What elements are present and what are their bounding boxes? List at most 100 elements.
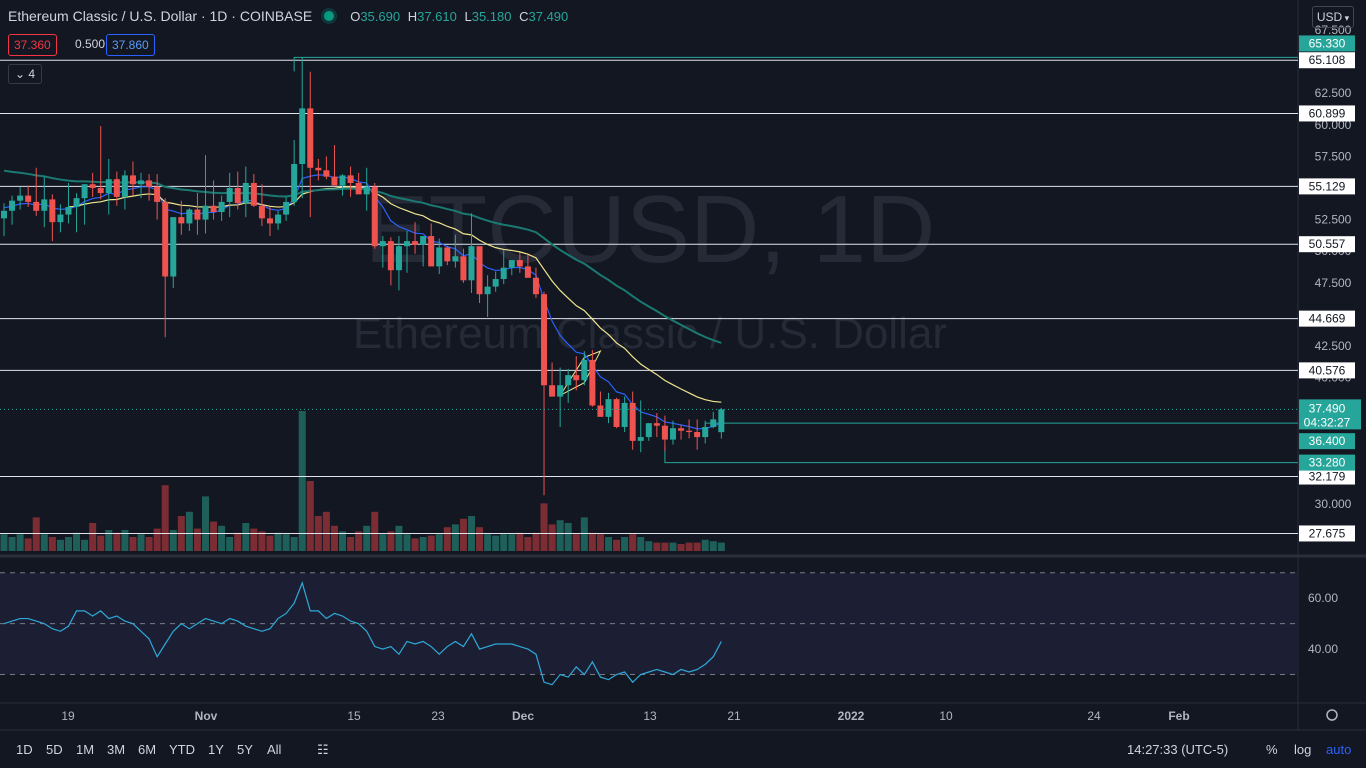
volume-bar	[24, 538, 32, 551]
time-tick-label: 19	[61, 709, 75, 723]
price-tick-label: 67.500	[1315, 23, 1352, 37]
candle-body	[121, 175, 128, 197]
range-bottom-line	[664, 446, 1298, 464]
sr-level-label-bg	[1299, 468, 1355, 485]
currency-label: USD	[1316, 10, 1343, 24]
sr-level-label: 50.557	[1309, 237, 1346, 251]
candle-body	[81, 184, 88, 199]
timeframe-3m[interactable]: 3M	[107, 742, 126, 757]
symbol-title[interactable]: Ethereum Classic / U.S. Dollar · 1D · CO…	[8, 8, 313, 24]
volume-bar	[556, 520, 564, 551]
volume-bar	[661, 542, 669, 551]
date-range-icon[interactable]: ☷	[317, 742, 329, 757]
sr-level-label: 27.675	[1309, 526, 1346, 540]
volume-bar	[363, 525, 371, 551]
volume-bar	[580, 517, 588, 551]
volume-bar	[379, 534, 387, 551]
volume-bar	[129, 537, 137, 551]
percent-toggle[interactable]: %	[1266, 742, 1278, 757]
candle-body	[307, 108, 314, 168]
price-tick-label: 47.500	[1315, 276, 1352, 290]
watermark-symbol: ETCUSD, 1D	[365, 176, 936, 283]
candle-body	[129, 175, 136, 185]
volume-bar	[371, 511, 379, 551]
candle-body	[613, 399, 620, 427]
candle-body	[573, 375, 580, 381]
volume-bar	[613, 539, 621, 551]
indicators-collapse-button[interactable]: ⌄ 4	[8, 64, 42, 84]
volume-bar	[451, 524, 459, 551]
timeframe-6m[interactable]: 6M	[138, 742, 157, 757]
volume-bar	[258, 531, 266, 551]
candle-body	[436, 247, 443, 267]
time-tick-label: 21	[727, 709, 741, 723]
candle-body	[492, 279, 499, 287]
volume-bar	[709, 541, 717, 551]
symbol-header[interactable]: Ethereum Classic / U.S. Dollar · 1D · CO…	[8, 8, 572, 24]
candle-body	[291, 164, 298, 202]
clock-readout[interactable]: 14:27:33 (UTC-5)	[1127, 742, 1229, 757]
volume-bar	[153, 528, 161, 551]
chevron-down-icon: ⌄	[14, 67, 26, 81]
candle-body	[146, 180, 153, 187]
volume-bar	[32, 517, 40, 551]
candle-body	[395, 246, 402, 271]
log-toggle[interactable]: log	[1294, 742, 1312, 757]
candle-body	[452, 256, 459, 262]
high-level-label-bg	[1299, 35, 1355, 52]
time-tick-label: 23	[431, 709, 445, 723]
sell-price-button[interactable]: 37.360	[8, 34, 57, 56]
sr-level-label: 65.108	[1309, 53, 1346, 67]
auto-toggle[interactable]: auto	[1326, 742, 1352, 757]
timeframe-1y[interactable]: 1Y	[208, 742, 224, 757]
volume-bar	[484, 534, 492, 551]
sr-level-label: 60.899	[1309, 106, 1346, 120]
candle-body	[460, 256, 467, 281]
candle-body	[669, 428, 676, 440]
candle-body	[710, 419, 717, 427]
buy-price-button[interactable]: 37.860	[106, 34, 155, 56]
volume-bar	[97, 535, 105, 551]
time-tick-label: Nov	[195, 709, 218, 723]
volume-bar	[242, 523, 250, 551]
candle-body	[202, 205, 209, 220]
candle-body	[702, 426, 709, 438]
volume-bar	[322, 511, 330, 551]
candle-body	[557, 385, 564, 397]
volume-bar	[669, 542, 677, 551]
sr-level-label-bg	[1299, 310, 1355, 327]
candle-body	[686, 430, 693, 433]
candle-body	[629, 402, 636, 441]
candle-body	[476, 246, 483, 295]
volume-bar	[605, 537, 612, 551]
timeframe-5d[interactable]: 5D	[46, 742, 63, 757]
price-tick-label: 57.500	[1315, 149, 1352, 163]
candle-body	[444, 247, 451, 262]
timeframe-1d[interactable]: 1D	[16, 742, 33, 757]
timeframe-1m[interactable]: 1M	[76, 742, 95, 757]
candle-body	[33, 201, 40, 211]
range-bottom-label: 33.280	[1309, 456, 1346, 470]
gear-icon[interactable]	[1326, 709, 1338, 721]
price-tick-label: 42.500	[1315, 339, 1352, 353]
volume-bar	[443, 527, 451, 551]
volume-bar	[48, 537, 56, 551]
sr-level-label: 55.129	[1309, 179, 1346, 193]
candle-body	[315, 167, 322, 171]
time-tick-label: 24	[1087, 709, 1101, 723]
last-price-label: 37.490	[1309, 401, 1346, 415]
timeframe-all[interactable]: All	[267, 742, 282, 757]
currency-dropdown[interactable]: USD ▾	[1312, 6, 1354, 28]
volume-bar	[588, 532, 596, 551]
volume-bar	[266, 535, 274, 551]
high-level-label: 65.330	[1309, 36, 1346, 50]
candle-body	[347, 175, 354, 183]
candle-body	[113, 179, 120, 197]
volume-bar	[193, 528, 201, 551]
timeframe-ytd[interactable]: YTD	[169, 742, 195, 757]
timeframe-5y[interactable]: 5Y	[237, 742, 253, 757]
candle-body	[105, 179, 112, 194]
volume-bar	[234, 532, 242, 551]
volume-bar	[210, 521, 218, 551]
